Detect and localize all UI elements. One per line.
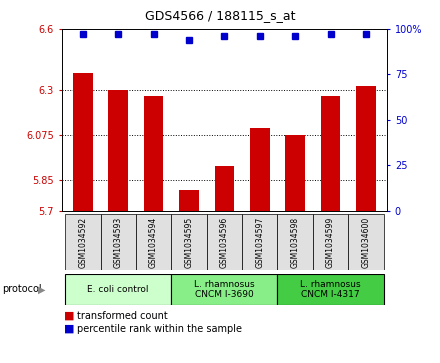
Text: percentile rank within the sample: percentile rank within the sample: [77, 323, 242, 334]
Bar: [144, 95, 163, 211]
Text: GSM1034600: GSM1034600: [362, 217, 370, 268]
Text: GSM1034593: GSM1034593: [114, 217, 123, 268]
Bar: [278, 214, 313, 270]
Text: GSM1034597: GSM1034597: [255, 217, 264, 268]
Bar: [250, 128, 270, 211]
Text: GDS4566 / 188115_s_at: GDS4566 / 188115_s_at: [145, 9, 295, 22]
Bar: [356, 86, 376, 211]
Bar: [171, 214, 207, 270]
Text: ■: ■: [64, 311, 74, 321]
Bar: [179, 190, 199, 211]
Text: GSM1034595: GSM1034595: [184, 217, 194, 268]
Bar: [65, 214, 100, 270]
Text: GSM1034592: GSM1034592: [78, 217, 87, 268]
Text: E. coli control: E. coli control: [88, 285, 149, 294]
Bar: [73, 73, 92, 211]
Bar: [65, 274, 171, 305]
Text: L. rhamnosus
CNCM I-4317: L. rhamnosus CNCM I-4317: [300, 280, 361, 299]
Bar: [207, 214, 242, 270]
Bar: [136, 214, 171, 270]
Bar: [100, 214, 136, 270]
Text: GSM1034598: GSM1034598: [291, 217, 300, 268]
Text: GSM1034594: GSM1034594: [149, 217, 158, 268]
Bar: [278, 274, 384, 305]
Text: ■: ■: [64, 323, 74, 334]
Bar: [313, 214, 348, 270]
Bar: [171, 274, 278, 305]
Bar: [242, 214, 278, 270]
Bar: [321, 95, 340, 211]
Text: L. rhamnosus
CNCM I-3690: L. rhamnosus CNCM I-3690: [194, 280, 255, 299]
Text: GSM1034599: GSM1034599: [326, 217, 335, 268]
Text: GSM1034596: GSM1034596: [220, 217, 229, 268]
Bar: [109, 90, 128, 211]
Bar: [348, 214, 384, 270]
Text: protocol: protocol: [2, 285, 42, 294]
Text: transformed count: transformed count: [77, 311, 168, 321]
Bar: [286, 135, 305, 211]
Text: ▶: ▶: [38, 285, 46, 294]
Bar: [215, 166, 234, 211]
